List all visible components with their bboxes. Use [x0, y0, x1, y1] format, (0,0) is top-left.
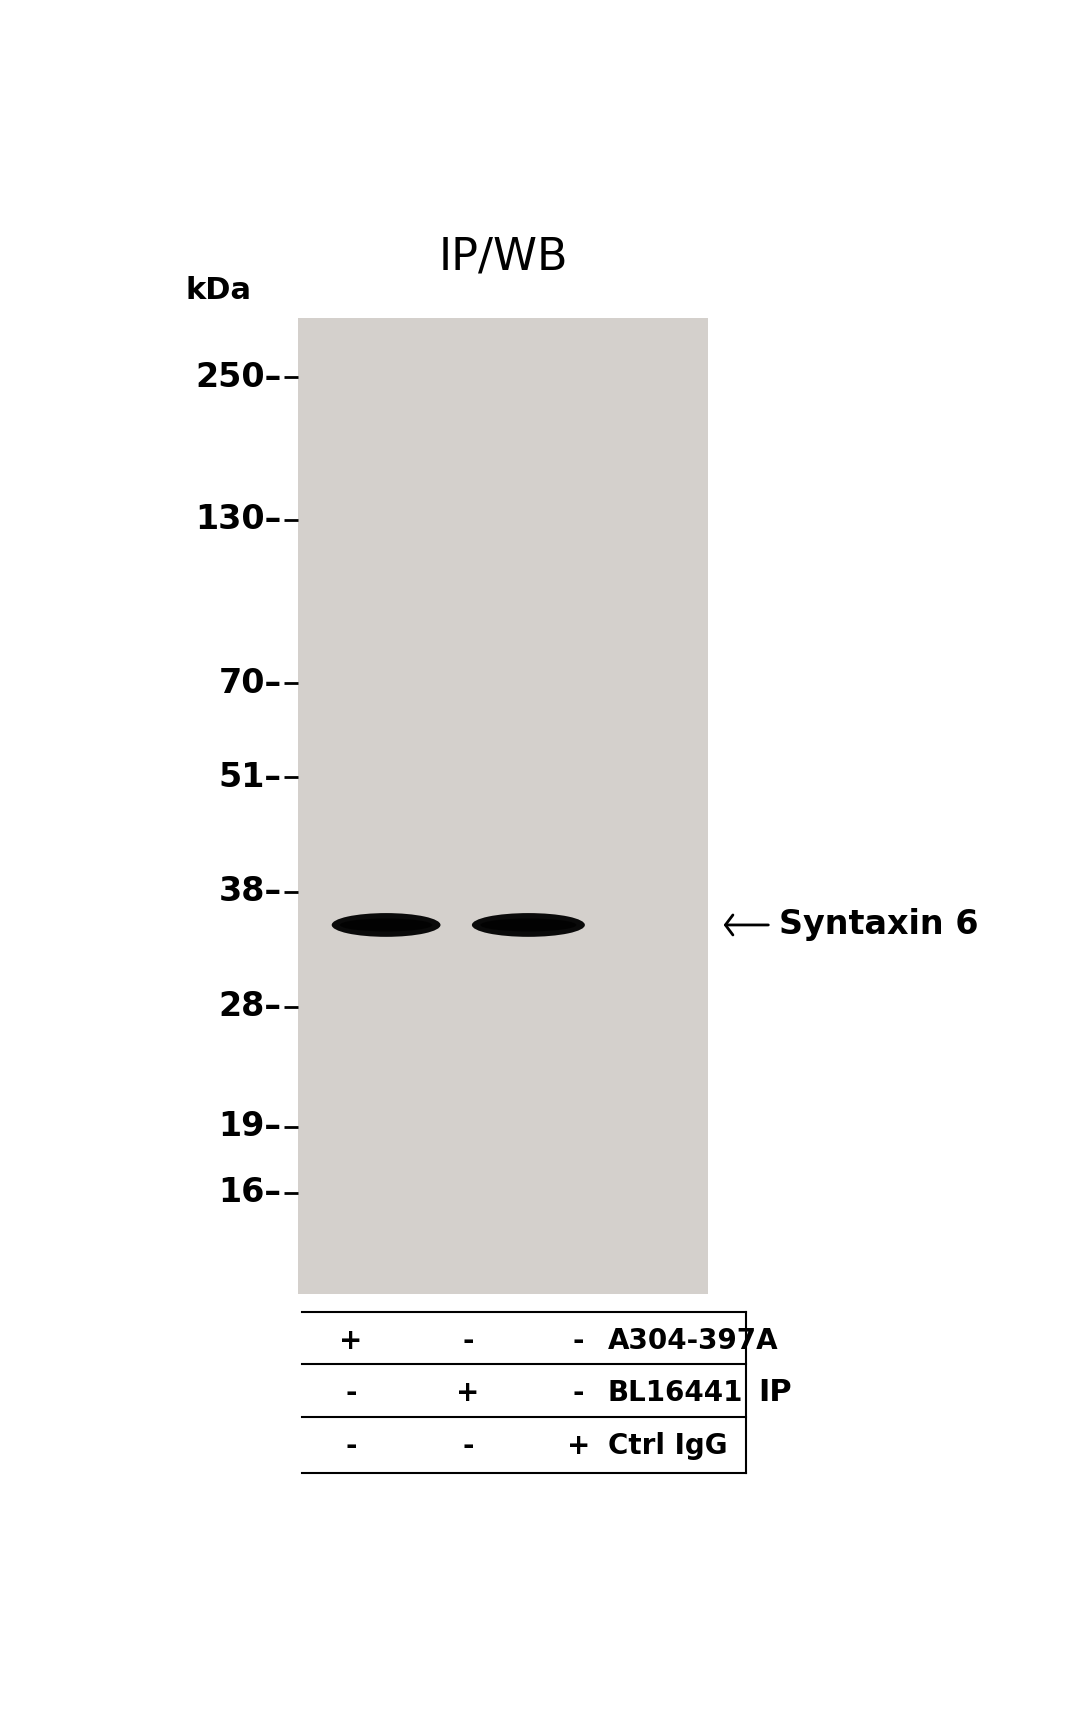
Text: -: -	[572, 1380, 584, 1407]
Text: IP: IP	[758, 1378, 793, 1407]
Text: +: +	[339, 1327, 363, 1354]
Text: kDa: kDa	[186, 276, 252, 305]
Bar	[298, 317, 708, 1294]
Text: 28–: 28–	[218, 991, 282, 1023]
Text: +: +	[457, 1380, 480, 1407]
Text: -: -	[346, 1380, 356, 1407]
Text: A304-397A: A304-397A	[608, 1327, 779, 1354]
Text: -: -	[462, 1433, 474, 1460]
Text: +: +	[567, 1433, 591, 1460]
Text: Syntaxin 6: Syntaxin 6	[780, 908, 978, 941]
Text: 38–: 38–	[218, 876, 282, 908]
Text: 250–: 250–	[195, 360, 282, 394]
Text: IP/WB: IP/WB	[438, 235, 568, 278]
Ellipse shape	[481, 919, 577, 931]
Ellipse shape	[340, 919, 432, 931]
Ellipse shape	[472, 914, 585, 938]
Text: 19–: 19–	[218, 1111, 282, 1143]
Text: -: -	[346, 1433, 356, 1460]
Text: 16–: 16–	[218, 1176, 282, 1210]
Text: 70–: 70–	[218, 667, 282, 699]
Text: Ctrl IgG: Ctrl IgG	[608, 1433, 728, 1460]
Text: BL16441: BL16441	[608, 1380, 743, 1407]
Ellipse shape	[332, 914, 441, 938]
Text: -: -	[572, 1327, 584, 1354]
Text: 51–: 51–	[218, 761, 282, 794]
Text: 130–: 130–	[195, 504, 282, 536]
Text: -: -	[462, 1327, 474, 1354]
